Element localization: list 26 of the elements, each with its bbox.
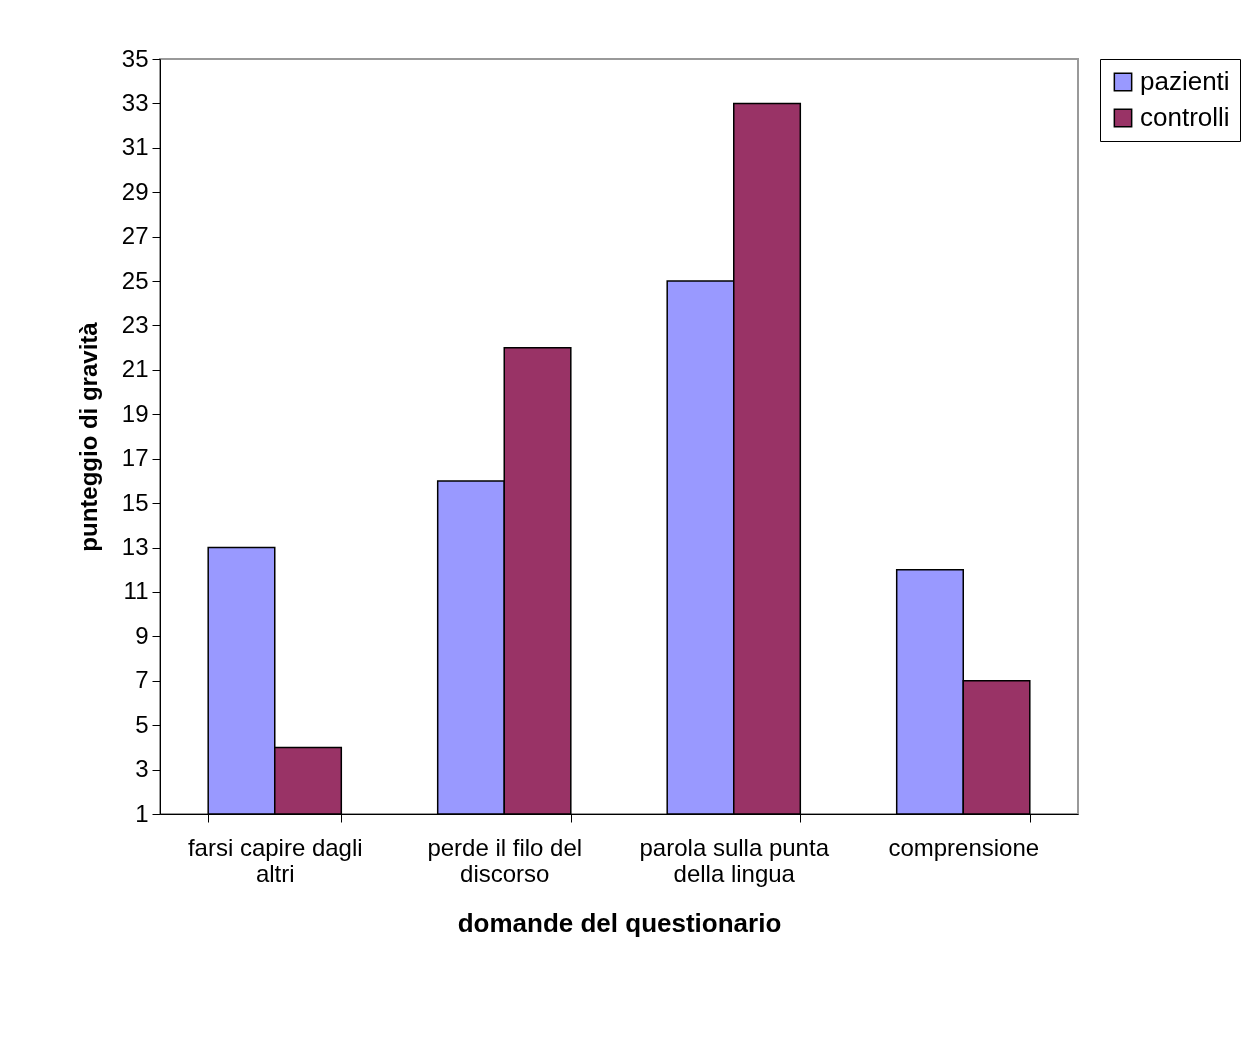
y-tick-label: 23: [121, 310, 149, 338]
y-tick-label: 11: [123, 577, 149, 605]
x-axis-title: domande del questionario: [457, 907, 782, 938]
y-tick-label: 13: [121, 533, 149, 561]
y-tick-label: 31: [121, 133, 149, 161]
y-tick-label: 15: [121, 488, 149, 516]
y-tick-label: 1: [135, 799, 149, 827]
y-tick-label: 7: [135, 666, 149, 694]
x-tick-label: perde il filo del discorso: [427, 833, 583, 887]
x-tick-label: comprensione: [888, 833, 1040, 861]
y-tick-label: 19: [121, 399, 149, 427]
legend-label: pazienti: [1140, 66, 1230, 96]
x-tick-label: farsi capire dagli altri: [187, 833, 363, 887]
y-tick-label: 27: [121, 222, 149, 250]
y-tick-label: 35: [121, 44, 149, 72]
y-tick-label: 3: [135, 755, 149, 783]
y-tick-label: 9: [135, 621, 149, 649]
y-tick-label: 21: [121, 355, 149, 383]
y-tick-label: 17: [121, 444, 149, 472]
legend-label: controlli: [1140, 102, 1230, 132]
x-tick-label: parola sulla punta della lingua: [639, 833, 830, 887]
y-tick-label: 29: [121, 177, 149, 205]
y-tick-label: 25: [121, 266, 149, 294]
y-axis-title: punteggio di gravità: [74, 321, 102, 552]
y-tick-label: 5: [135, 710, 149, 738]
y-tick-label: 33: [121, 88, 149, 116]
